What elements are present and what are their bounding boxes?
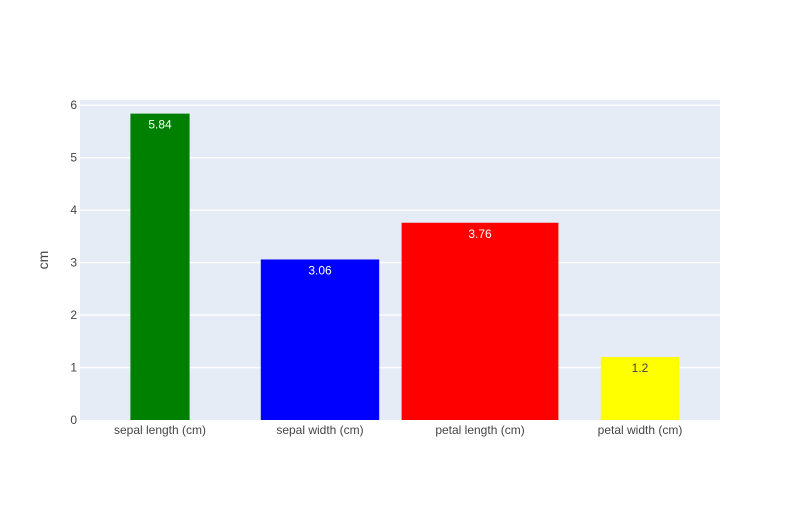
y-axis-title: cm [35, 251, 51, 270]
bar [401, 222, 559, 420]
y-tick-label: 1 [70, 361, 77, 375]
bar [600, 357, 680, 420]
y-tick-label: 3 [70, 256, 77, 270]
x-tick-label: petal width (cm) [598, 423, 683, 437]
bars: 5.84 3.06 3.76 1.2 [130, 113, 680, 420]
bar-value-label: 5.84 [148, 118, 172, 132]
bar [130, 113, 190, 420]
y-tick-label: 2 [70, 308, 77, 322]
bar-value-label: 3.06 [308, 263, 332, 277]
bar [260, 259, 380, 420]
y-axis-ticks: 0 1 2 3 4 5 6 [70, 98, 77, 427]
y-tick-label: 6 [70, 98, 77, 112]
x-tick-label: sepal width (cm) [276, 423, 363, 437]
x-tick-label: sepal length (cm) [114, 423, 206, 437]
bar-value-label: 3.76 [468, 227, 492, 241]
x-tick-label: petal length (cm) [435, 423, 524, 437]
y-tick-label: 0 [70, 413, 77, 427]
y-tick-label: 5 [70, 151, 77, 165]
bar-value-label: 1.2 [632, 361, 649, 375]
y-tick-label: 4 [70, 203, 77, 217]
x-axis-ticks: sepal length (cm) sepal width (cm) petal l… [114, 423, 682, 437]
